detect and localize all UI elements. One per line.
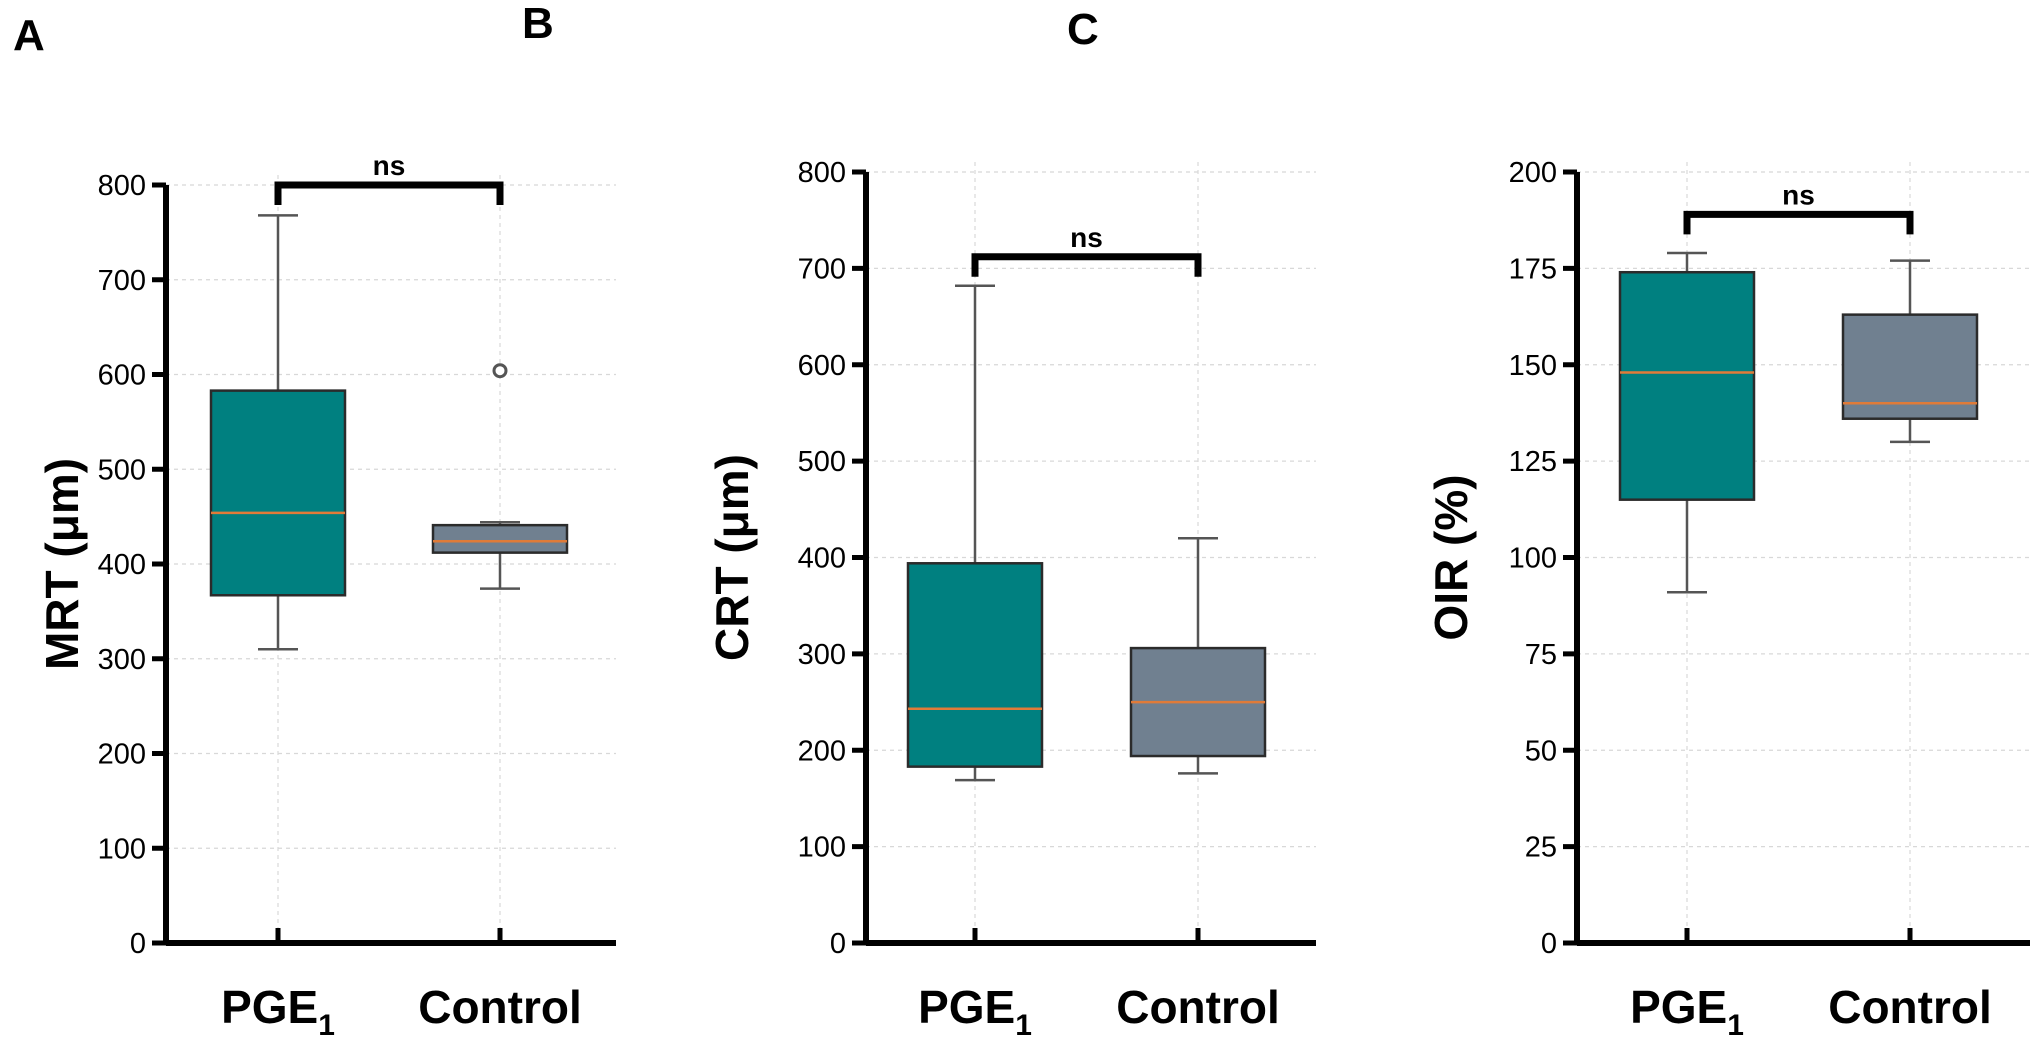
y-tick-label-b: 800 [798, 157, 846, 189]
box-pge1-c [1618, 270, 1756, 501]
panel-letter-b: B [522, 0, 554, 48]
y-tick-label-c: 200 [1509, 157, 1557, 189]
y-tick-label-a: 400 [98, 549, 146, 581]
y-tick-label-a: 800 [98, 170, 146, 202]
significance-label-b: ns [1070, 222, 1103, 253]
y-tick-label-c: 150 [1509, 350, 1557, 382]
y-axis-label-c: OIR (%) [1425, 474, 1477, 640]
y-tick-label-a: 200 [98, 739, 146, 771]
y-tick-label-c: 50 [1525, 735, 1557, 767]
y-tick-label-c: 100 [1509, 543, 1557, 575]
y-tick-label-b: 600 [798, 350, 846, 382]
x-category-pge1-b: PGE1 [918, 981, 1032, 1042]
significance-label-c: ns [1782, 179, 1815, 210]
y-tick-label-b: 400 [798, 543, 846, 575]
y-tick-label-b: 0 [830, 928, 846, 960]
x-category-control-c: Control [1828, 981, 1992, 1033]
significance-label-a: ns [373, 150, 406, 181]
y-tick-label-a: 100 [98, 833, 146, 865]
y-tick-label-c: 0 [1541, 928, 1557, 960]
y-tick-label-b: 200 [798, 735, 846, 767]
x-category-control-a: Control [418, 981, 582, 1033]
box-control-c [1841, 313, 1979, 420]
y-tick-label-c: 25 [1525, 832, 1557, 864]
box-pge1-b [906, 562, 1044, 768]
y-tick-label-a: 500 [98, 454, 146, 486]
y-tick-label-a: 700 [98, 265, 146, 297]
x-category-pge1-a: PGE1 [221, 981, 335, 1042]
y-tick-label-b: 300 [798, 639, 846, 671]
y-axis-label-a: MRT (μm) [36, 458, 88, 670]
outlier-control-a [492, 363, 508, 379]
y-tick-label-b: 500 [798, 446, 846, 478]
x-category-control-b: Control [1116, 981, 1280, 1033]
significance-bracket-c [1683, 210, 1914, 235]
y-tick-label-c: 125 [1509, 446, 1557, 478]
panel-letter-c: C [1067, 5, 1099, 54]
y-tick-label-b: 100 [798, 832, 846, 864]
y-tick-label-c: 75 [1525, 639, 1557, 671]
panel-letter-a: A [13, 11, 45, 60]
box-pge1-a [209, 389, 347, 597]
y-tick-label-b: 700 [798, 253, 846, 285]
x-category-pge1-c: PGE1 [1630, 981, 1744, 1042]
y-tick-label-c: 175 [1509, 253, 1557, 285]
y-tick-label-a: 300 [98, 644, 146, 676]
y-axis-label-b: CRT (μm) [706, 454, 758, 661]
box-control-a [431, 523, 569, 554]
panel-c: C 0 25 50 75 100 125 150 175 200 ns OIR (%) PGE1… [1067, 5, 2030, 1042]
y-tick-label-a: 0 [130, 928, 146, 960]
y-tick-label-a: 600 [98, 360, 146, 392]
significance-bracket-a [274, 181, 504, 205]
significance-bracket-b [971, 253, 1202, 277]
